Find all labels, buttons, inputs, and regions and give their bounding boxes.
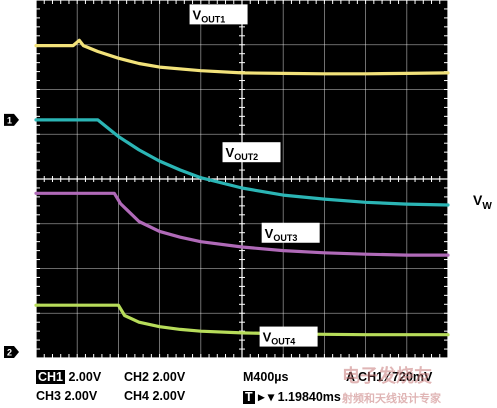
grid-border [35, 0, 449, 359]
label-background [259, 326, 318, 347]
trace-vout1 [34, 38, 450, 76]
watermark-tagline: 射频和天线设计专家 [342, 392, 441, 405]
trigger-readout: A CH1 ⁄ 720mV [346, 370, 433, 384]
trace-vout4 [34, 303, 450, 337]
trace-label-sub: OUT3 [273, 233, 297, 243]
watermark-logo: 电子发烧友 [342, 366, 432, 387]
trace-vout2 [34, 118, 450, 207]
label-vout3: VOUT3 [261, 222, 320, 243]
label-vout2: VOUT2 [222, 142, 281, 163]
trace-label-sub: OUT2 [234, 152, 258, 162]
ch2-readout: CH2 2.00V [124, 370, 186, 384]
timebase-readout: M400µs [243, 370, 289, 384]
trace-label-sub: OUT4 [271, 337, 295, 347]
channel-markers: 12 [4, 113, 19, 358]
channel-marker-2: 2 [4, 346, 19, 358]
trace-label-text: VOUT2 [226, 145, 259, 162]
label-background [261, 222, 320, 243]
ch3-readout: CH3 2.00V [36, 389, 98, 403]
label-vout1: VOUT1 [189, 4, 248, 25]
channel-marker-text: 1 [7, 115, 12, 125]
ch1-readout: CH1 2.00V [36, 370, 102, 384]
trace-label-main: V [226, 145, 235, 160]
label-background [189, 4, 248, 25]
label-background [222, 142, 281, 163]
trace-label-text: VOUT4 [263, 330, 296, 347]
trace-label-main: V [263, 330, 272, 345]
trace-label-sub: OUT1 [201, 14, 225, 24]
trace-label-main: V [265, 226, 274, 241]
channel-marker-shape [4, 346, 19, 358]
channel-marker-1: 1 [4, 113, 19, 126]
channel-marker-text: 2 [7, 348, 12, 358]
label-vout4: VOUT4 [259, 326, 318, 347]
trace-label-text: VOUT1 [193, 7, 226, 24]
trace-label-text: VOUT3 [265, 226, 298, 243]
waveform-traces [34, 38, 450, 337]
status-bar: CH1 2.00V CH2 2.00V CH3 2.00V CH4 2.00V … [0, 366, 497, 408]
trace-vout3 [34, 191, 450, 257]
channel-marker-shape [4, 113, 19, 126]
trace-label-main: V [193, 7, 202, 22]
ch4-readout: CH4 2.00V [124, 389, 186, 403]
trigger-icon: T [243, 390, 255, 404]
vw-side-label: VW [473, 192, 492, 212]
trigger-position-readout: T ▸ ▾ 1.19840ms [243, 390, 341, 404]
